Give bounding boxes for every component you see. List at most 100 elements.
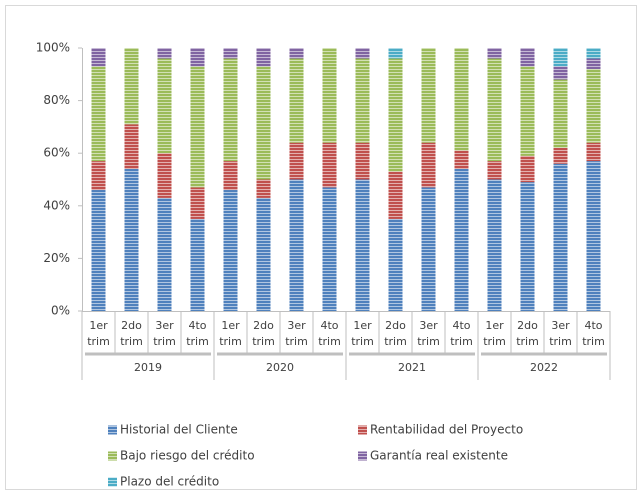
- bar-segment: [454, 150, 469, 169]
- bar-segment: [223, 161, 238, 191]
- bar-segment: [223, 58, 238, 162]
- bar-segment: [190, 187, 205, 219]
- bar-segment: [553, 147, 568, 164]
- bar-segment: [190, 66, 205, 188]
- x-tick-label: trim: [483, 335, 506, 348]
- bar-segment: [487, 161, 502, 180]
- bar-segment: [124, 48, 139, 125]
- x-tick-label: trim: [582, 335, 605, 348]
- x-tick-label: trim: [351, 335, 374, 348]
- bar-segment: [388, 171, 403, 219]
- x-tick-label: trim: [516, 335, 539, 348]
- x-tick-label: 2do: [385, 319, 406, 332]
- legend-label: Garantía real existente: [370, 449, 508, 463]
- legend-swatch: [108, 451, 117, 461]
- x-tick-label: 4to: [320, 319, 338, 332]
- bar-segment: [190, 48, 205, 67]
- bar-segment: [586, 69, 601, 143]
- bar-segment: [91, 66, 106, 162]
- bar-segment: [256, 179, 271, 198]
- bar-segment: [91, 161, 106, 191]
- x-tick-label: trim: [252, 335, 275, 348]
- bar-segment: [223, 190, 238, 311]
- x-tick-label: 4to: [188, 319, 206, 332]
- y-tick-label: 60%: [43, 146, 70, 160]
- bar-segment: [454, 48, 469, 151]
- y-tick-label: 80%: [43, 93, 70, 107]
- x-tick-label: 4to: [584, 319, 602, 332]
- bar-segment: [322, 142, 337, 188]
- bar-segment: [388, 48, 403, 59]
- bar-segment: [553, 66, 568, 80]
- bar-segment: [553, 163, 568, 311]
- x-tick-label: 2do: [517, 319, 538, 332]
- y-tick-label: 0%: [51, 304, 70, 318]
- x-tick-label: 1er: [89, 319, 108, 332]
- bar-segment: [256, 197, 271, 311]
- x-tick-label: trim: [219, 335, 242, 348]
- bar-segment: [487, 179, 502, 311]
- x-tick-label: 3er: [155, 319, 174, 332]
- legend-swatch: [108, 425, 117, 435]
- x-tick-label: trim: [318, 335, 341, 348]
- bar-segment: [355, 142, 370, 180]
- bar-segment: [553, 79, 568, 148]
- bar-segment: [586, 142, 601, 162]
- group-label: 2021: [398, 361, 426, 374]
- legend-label: Bajo riesgo del crédito: [120, 449, 255, 463]
- bar-segment: [454, 168, 469, 311]
- bar-segment: [157, 58, 172, 154]
- bar-segment: [421, 142, 436, 188]
- x-tick-label: 1er: [353, 319, 372, 332]
- x-tick-label: trim: [87, 335, 110, 348]
- x-tick-label: 3er: [551, 319, 570, 332]
- bar-segment: [421, 187, 436, 311]
- bar-segment: [355, 58, 370, 143]
- x-tick-label: 1er: [221, 319, 240, 332]
- legend-swatch: [358, 451, 367, 461]
- bar-segment: [553, 48, 568, 67]
- bar-segment: [91, 190, 106, 311]
- y-tick-label: 40%: [43, 198, 70, 212]
- bar-segment: [124, 124, 139, 169]
- bar-segment: [223, 48, 238, 59]
- bar-segment: [289, 48, 304, 59]
- x-tick-label: trim: [384, 335, 407, 348]
- x-tick-label: trim: [120, 335, 143, 348]
- bar-segment: [157, 48, 172, 59]
- x-tick-label: 3er: [419, 319, 438, 332]
- legend-label: Historial del Cliente: [120, 423, 238, 437]
- bar-segment: [322, 187, 337, 311]
- legend-label: Rentabilidad del Proyecto: [370, 423, 523, 437]
- bar-segment: [256, 66, 271, 180]
- legend-swatch: [358, 425, 367, 435]
- group-label: 2022: [530, 361, 558, 374]
- bar-segment: [289, 179, 304, 311]
- bar-segment: [322, 48, 337, 143]
- x-tick-label: trim: [153, 335, 176, 348]
- bar-segment: [355, 179, 370, 311]
- bar-segment: [520, 66, 535, 156]
- bar-segment: [91, 48, 106, 67]
- x-tick-label: 2do: [253, 319, 274, 332]
- bar-segment: [289, 142, 304, 180]
- x-tick-label: trim: [417, 335, 440, 348]
- bar-segment: [586, 48, 601, 59]
- bar-segment: [520, 182, 535, 311]
- bar-segment: [157, 197, 172, 311]
- bar-segment: [157, 153, 172, 198]
- x-tick-label: 4to: [452, 319, 470, 332]
- bar-segment: [124, 168, 139, 311]
- x-tick-label: trim: [285, 335, 308, 348]
- x-tick-label: trim: [549, 335, 572, 348]
- group-label: 2020: [266, 361, 294, 374]
- legend-label: Plazo del crédito: [120, 475, 219, 489]
- legend-swatch: [108, 477, 117, 487]
- bar-segment: [520, 48, 535, 67]
- bar-segment: [520, 155, 535, 183]
- y-tick-label: 20%: [43, 251, 70, 265]
- bar-segment: [586, 161, 601, 311]
- x-tick-label: trim: [450, 335, 473, 348]
- y-tick-label: 100%: [36, 41, 70, 55]
